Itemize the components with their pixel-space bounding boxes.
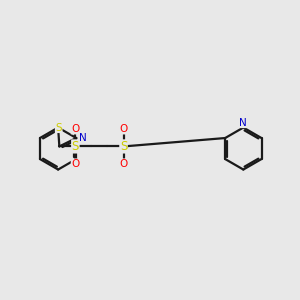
Text: N: N — [239, 118, 247, 128]
Text: O: O — [71, 124, 80, 134]
Text: S: S — [56, 122, 62, 133]
Text: O: O — [71, 159, 80, 169]
Text: S: S — [120, 140, 127, 153]
Text: O: O — [119, 124, 128, 134]
Text: S: S — [72, 140, 79, 153]
Text: N: N — [79, 133, 87, 143]
Text: O: O — [119, 159, 128, 169]
